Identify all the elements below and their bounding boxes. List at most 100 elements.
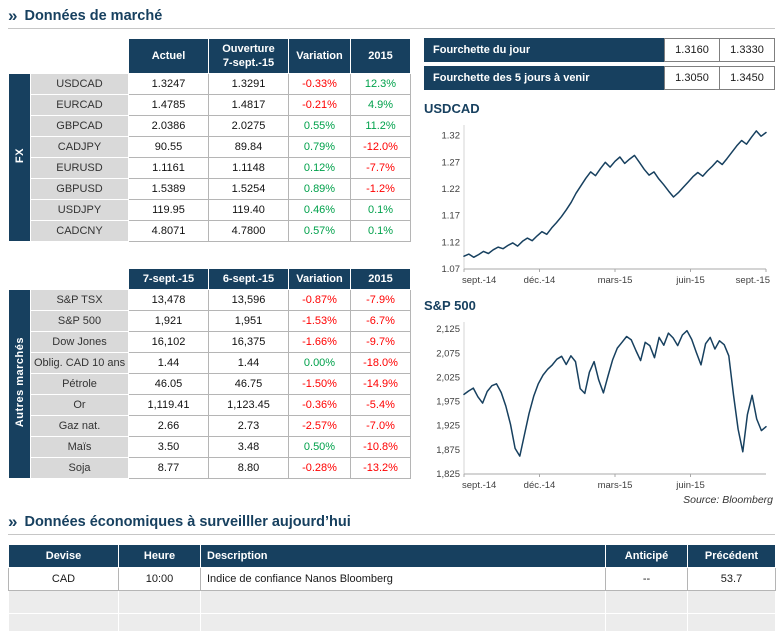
market-d1-cell: 1,921 [128, 310, 209, 332]
fx-table: Actuel Ouverture 7-sept.-15 Variation 20… [8, 38, 411, 242]
fx-actuel-cell: 4.8071 [128, 220, 209, 242]
fx-ouverture-cell: 1.4817 [208, 94, 289, 116]
market-d1-cell: 3.50 [128, 436, 209, 458]
fx-pair-label: CADCNY [30, 220, 129, 242]
empty-cell [687, 590, 776, 614]
empty-cell [8, 590, 119, 614]
range-5day-label: Fourchette des 5 jours à venir [424, 66, 665, 90]
market-d2-cell: 46.75 [208, 373, 289, 395]
other-markets-table: 7-sept.-15 6-sept.-15 Variation 2015 Aut… [8, 268, 411, 479]
market-data-section-header: » Données de marché [8, 7, 775, 24]
market-label: S&P TSX [30, 289, 129, 311]
market-ytd-cell: -13.2% [350, 457, 411, 479]
fx-actuel-cell: 1.1161 [128, 157, 209, 179]
market-ytd-cell: -5.4% [350, 394, 411, 416]
svg-text:1,925: 1,925 [436, 421, 460, 432]
fx-header-row: Actuel Ouverture 7-sept.-15 Variation 20… [8, 38, 411, 74]
market-d1-cell: 1.44 [128, 352, 209, 374]
fx-ytd-cell: 12.3% [350, 73, 411, 95]
markets-header-2015: 2015 [350, 268, 411, 290]
fx-ouverture-cell: 89.84 [208, 136, 289, 158]
market-variation-cell: -0.28% [288, 457, 351, 479]
markets-header-row: 7-sept.-15 6-sept.-15 Variation 2015 [8, 268, 411, 290]
market-variation-cell: 0.00% [288, 352, 351, 374]
econ-devise-cell: CAD [8, 567, 119, 591]
fx-row: EURUSD 1.1161 1.1148 0.12% -7.7% [9, 157, 411, 179]
source-note: Source: Bloomberg [683, 494, 773, 506]
market-row: Soja 8.77 8.80 -0.28% -13.2% [9, 457, 411, 479]
svg-text:1,875: 1,875 [436, 445, 460, 456]
empty-cell [118, 590, 201, 614]
usdcad-chart-title: USDCAD [424, 101, 480, 116]
market-d2-cell: 13,596 [208, 289, 289, 311]
market-variation-cell: -2.57% [288, 415, 351, 437]
market-variation-cell: -1.66% [288, 331, 351, 353]
section-divider [8, 534, 775, 535]
market-d2-cell: 1.44 [208, 352, 289, 374]
fx-actuel-cell: 2.0386 [128, 115, 209, 137]
svg-text:2,025: 2,025 [436, 373, 460, 384]
fx-pair-label: GBPUSD [30, 178, 129, 200]
svg-text:sept.-15: sept.-15 [736, 275, 770, 286]
econ-header-devise: Devise [8, 544, 119, 568]
range-day-row: Fourchette du jour 1.3160 1.3330 [424, 38, 775, 62]
fx-ytd-cell: 4.9% [350, 94, 411, 116]
range-day-label: Fourchette du jour [424, 38, 665, 62]
markets-header-spacer [8, 268, 129, 290]
market-ytd-cell: -9.7% [350, 331, 411, 353]
usdcad-line-chart: 1.07 1.12 1.17 1.22 1.27 1.32 sept.-14 déc.-14 m… [424, 119, 775, 287]
line-chart-svg: 1.07 1.12 1.17 1.22 1.27 1.32 sept.-14 déc.-14 m… [442, 125, 770, 286]
econ-header-precedent: Précédent [687, 544, 776, 568]
fx-row: FX USDCAD 1.3247 1.3291 -0.33% 12.3% [8, 73, 411, 242]
svg-text:1,825: 1,825 [436, 469, 460, 480]
market-variation-cell: -1.53% [288, 310, 351, 332]
svg-text:déc.-14: déc.-14 [524, 480, 556, 491]
range-5day-low: 1.3050 [664, 66, 720, 90]
svg-text:1.27: 1.27 [442, 157, 461, 168]
range-day-low: 1.3160 [664, 38, 720, 62]
market-d2-cell: 16,375 [208, 331, 289, 353]
section-title-economic-data: Données économiques à surveilller aujour… [24, 514, 351, 530]
econ-description-cell: Indice de confiance Nanos Bloomberg [200, 567, 606, 591]
fx-row: GBPCAD 2.0386 2.0275 0.55% 11.2% [9, 115, 411, 137]
economic-events-table: Devise Heure Description Anticipé Précéd… [8, 544, 776, 631]
fx-ouverture-cell: 1.1148 [208, 157, 289, 179]
market-d1-cell: 46.05 [128, 373, 209, 395]
svg-text:sept.-14: sept.-14 [462, 275, 496, 286]
line-chart-svg: 1,825 1,875 1,925 1,975 2,025 2,075 2,125 sept.… [436, 322, 767, 491]
section-divider [8, 28, 775, 29]
svg-text:1.32: 1.32 [442, 131, 461, 142]
markets-side-label: Autres marchés [8, 289, 31, 479]
market-ytd-cell: -10.8% [350, 436, 411, 458]
range-day-high: 1.3330 [719, 38, 775, 62]
charts-column: Fourchette du jour 1.3160 1.3330 Fourche… [410, 38, 775, 506]
fx-ouverture-cell: 2.0275 [208, 115, 289, 137]
fx-ytd-cell: 0.1% [350, 199, 411, 221]
fx-pair-label: EURUSD [30, 157, 129, 179]
market-variation-cell: -0.87% [288, 289, 351, 311]
econ-empty-row [8, 590, 776, 614]
fx-pair-label: CADJPY [30, 136, 129, 158]
fx-pair-label: USDJPY [30, 199, 129, 221]
svg-text:juin-15: juin-15 [675, 275, 705, 286]
fx-pair-label: USDCAD [30, 73, 129, 95]
sp500-chart-title: S&P 500 [424, 298, 476, 313]
economic-data-section: » Données économiques à surveilller aujo… [8, 513, 776, 631]
empty-cell [687, 613, 776, 631]
market-label: Gaz nat. [30, 415, 129, 437]
svg-text:déc.-14: déc.-14 [524, 275, 556, 286]
range-5day-high: 1.3450 [719, 66, 775, 90]
fx-side-label: FX [8, 73, 31, 242]
fx-header-2015: 2015 [350, 38, 411, 74]
fx-actuel-cell: 1.3247 [128, 73, 209, 95]
range-5day-row: Fourchette des 5 jours à venir 1.3050 1.… [424, 66, 775, 90]
svg-text:sept.-14: sept.-14 [462, 480, 496, 491]
market-d2-cell: 8.80 [208, 457, 289, 479]
market-d1-cell: 13,478 [128, 289, 209, 311]
market-variation-cell: -0.36% [288, 394, 351, 416]
fx-row: GBPUSD 1.5389 1.5254 0.89% -1.2% [9, 178, 411, 200]
fx-ytd-cell: 11.2% [350, 115, 411, 137]
fx-ouverture-cell: 4.7800 [208, 220, 289, 242]
fx-actuel-cell: 1.5389 [128, 178, 209, 200]
